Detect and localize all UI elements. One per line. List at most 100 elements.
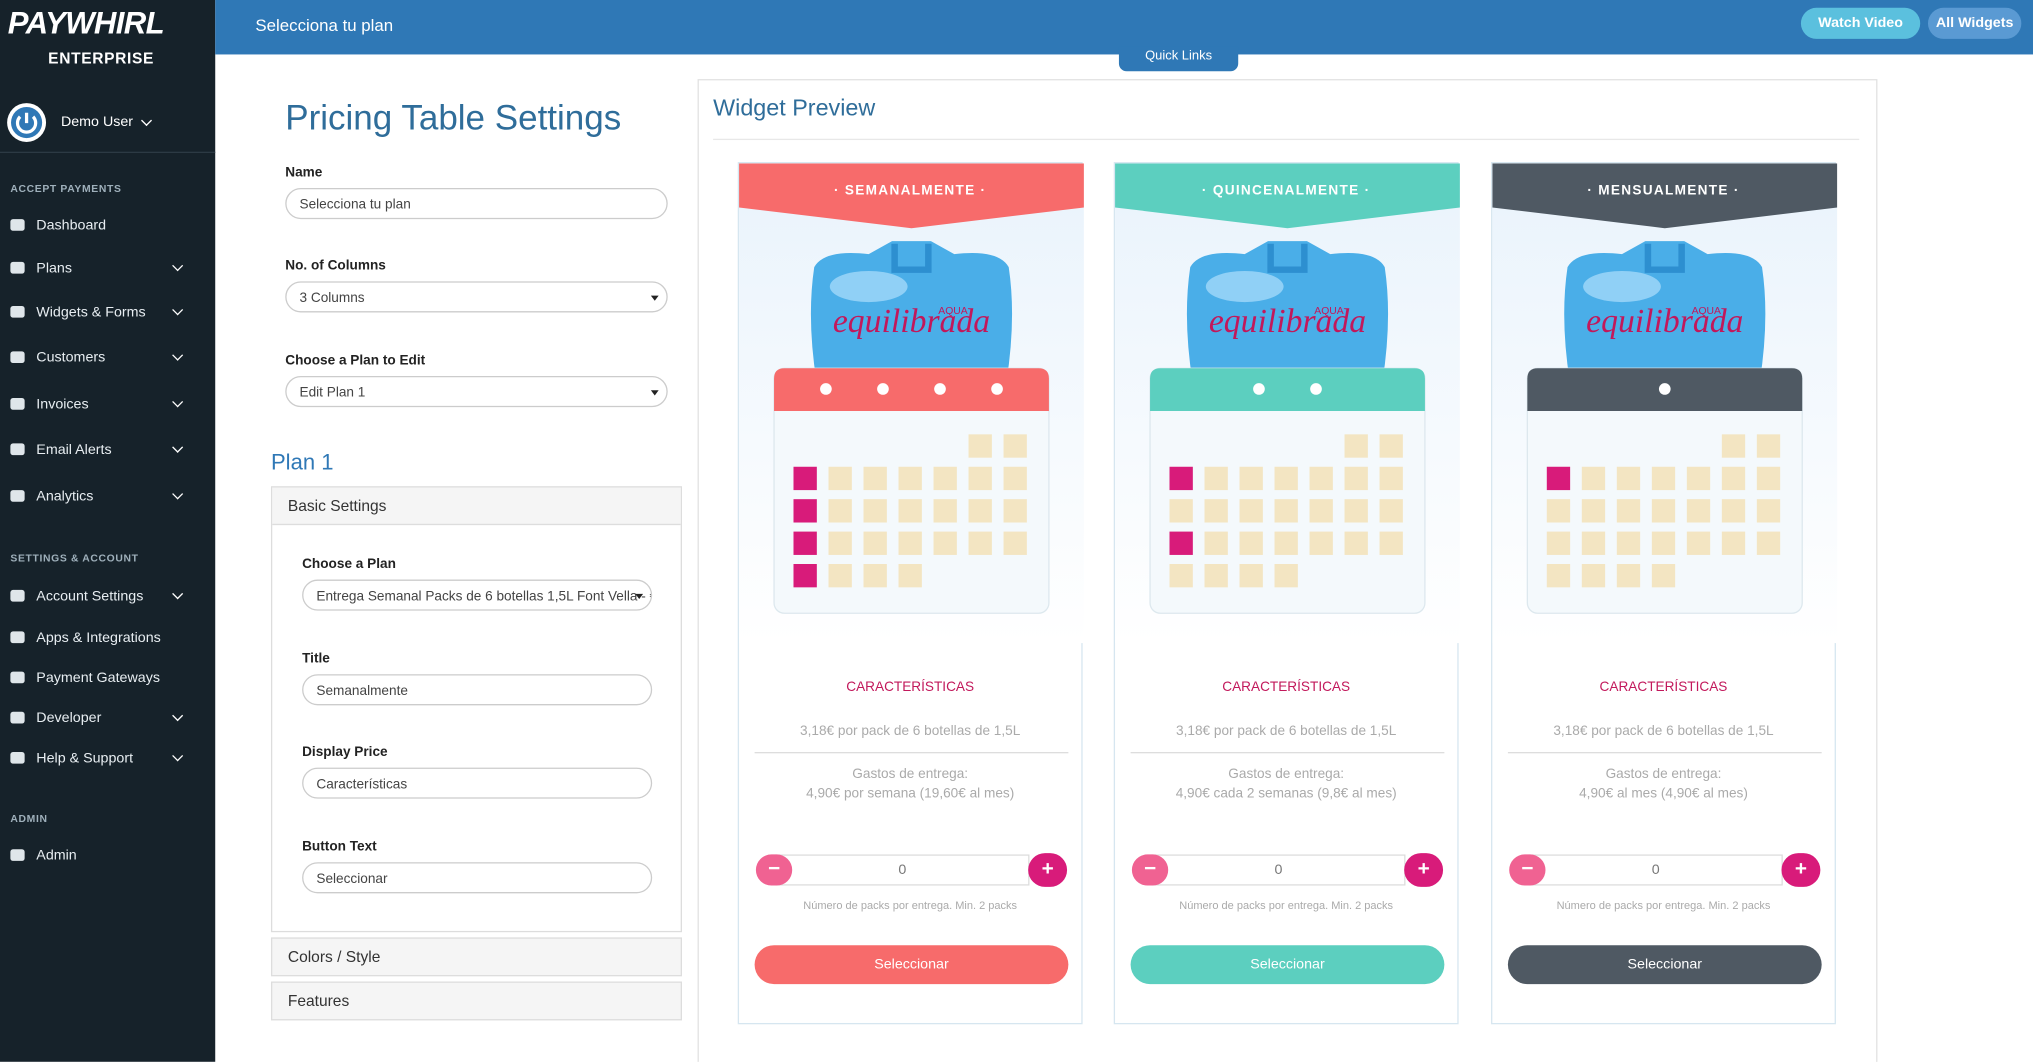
- calendar-day: [1721, 531, 1746, 555]
- chevron: [172, 349, 184, 361]
- user-name[interactable]: Demo User: [60, 114, 134, 130]
- panel-heading[interactable]: Basic Settings: [272, 487, 681, 526]
- field-label: Display Price: [302, 744, 388, 760]
- features: CARACTERÍSTICAS: [846, 679, 975, 695]
- chevron: [172, 260, 184, 272]
- calendar-day: [1651, 499, 1676, 523]
- calendar-day: [1379, 466, 1403, 491]
- note: Número de packs por entrega. Min. 2 pack…: [1179, 898, 1394, 912]
- plan-header: · SEMANALMENTE ·: [834, 182, 987, 199]
- nav-item[interactable]: Apps & Integrations: [10, 630, 161, 646]
- watch-video[interactable]: Watch Video: [1800, 7, 1921, 39]
- field-input[interactable]: Edit Plan 1: [285, 376, 668, 408]
- qty-input[interactable]: 0: [1528, 854, 1783, 886]
- page-title: Selecciona tu plan: [255, 15, 394, 36]
- brand-sub: AQUA: [1692, 306, 1721, 317]
- nav-section: ACCEPT PAYMENTS: [10, 182, 122, 195]
- calendar-day: [1756, 499, 1781, 523]
- calendar-day: [1616, 466, 1641, 491]
- nav-label: Help & Support: [36, 750, 134, 767]
- calendar-day: [828, 564, 852, 588]
- brand-sub: AQUA: [938, 306, 967, 317]
- nav-item[interactable]: Plans: [10, 260, 72, 277]
- plan-card: equilibrada AQUA · QUINCENALMENTE · CARAC…: [1113, 162, 1460, 1025]
- field-input[interactable]: Características: [302, 767, 653, 799]
- select-button[interactable]: Seleccionar: [1507, 945, 1822, 985]
- quick-links[interactable]: Quick Links: [1118, 46, 1239, 72]
- chevron: [172, 396, 184, 408]
- preview-box: [697, 79, 1878, 1062]
- divider: [754, 752, 1069, 754]
- nav-item[interactable]: Payment Gateways: [10, 670, 160, 686]
- calendar-day: [1581, 466, 1606, 491]
- chevron: [172, 441, 184, 453]
- calendar-day: [1616, 499, 1641, 523]
- nav-item[interactable]: Email Alerts: [10, 442, 112, 458]
- select-button[interactable]: Seleccionar: [1130, 945, 1445, 985]
- calendar-day: [1379, 531, 1403, 555]
- field-label: No. of Columns: [285, 258, 386, 274]
- calendar-day: [933, 499, 957, 523]
- brand-sub: AQUA: [1314, 306, 1343, 317]
- delivery: 4,90€ al mes (4,90€ al mes): [1579, 785, 1748, 802]
- calendar-day: [1344, 531, 1368, 555]
- qty-input[interactable]: 0: [775, 854, 1030, 886]
- all-widgets[interactable]: All Widgets: [1927, 7, 2022, 39]
- delivery: 4,90€ por semana (19,60€ al mes): [806, 785, 1015, 802]
- nav-label: Analytics: [36, 488, 94, 505]
- calendar-day: [793, 531, 817, 555]
- nav-item[interactable]: Developer: [10, 711, 101, 726]
- collapsed-panel[interactable]: Features: [270, 981, 682, 1021]
- select-button[interactable]: Seleccionar: [754, 945, 1069, 985]
- note: Número de packs por entrega. Min. 2 pack…: [1556, 898, 1771, 912]
- field-input[interactable]: Selecciona tu plan: [285, 188, 668, 220]
- collapsed-panel[interactable]: Colors / Style: [270, 937, 682, 977]
- field-input[interactable]: 3 Columns: [285, 281, 668, 313]
- nav-section: SETTINGS & ACCOUNT: [10, 552, 139, 565]
- field-input[interactable]: Seleccionar: [302, 862, 653, 894]
- calendar-day: [933, 531, 957, 555]
- calendar-day: [1309, 499, 1333, 523]
- plan-illustration: equilibrada AQUA: [1115, 163, 1460, 644]
- calendar-day: [1274, 531, 1298, 555]
- nav-item[interactable]: Widgets & Forms: [10, 304, 146, 321]
- brand: equilibrada: [1209, 303, 1366, 340]
- minus: −: [1131, 854, 1169, 886]
- calendar-day: [1546, 531, 1571, 555]
- basic-panel: Basic Settings: [270, 486, 682, 933]
- calendar-day: [1274, 466, 1298, 491]
- calendar-day: [1721, 434, 1746, 458]
- calendar-day: [1204, 466, 1228, 491]
- plan-card: equilibrada AQUA · MENSUALMENTE · CARACTE…: [1491, 162, 1838, 1025]
- calendar-day: [1581, 499, 1606, 523]
- field-label: Button Text: [302, 838, 377, 855]
- calendar-day: [863, 499, 887, 523]
- calendar-day: [1546, 499, 1571, 523]
- delivery: 4,90€ cada 2 semanas (9,8€ al mes): [1175, 785, 1397, 802]
- calendar-day: [1756, 466, 1781, 491]
- nav-label: Account Settings: [36, 588, 144, 605]
- field-input[interactable]: Entrega Semanal Packs de 6 botellas 1,5L…: [302, 579, 653, 611]
- plan-header: · QUINCENALMENTE ·: [1201, 182, 1371, 199]
- divider: [1507, 752, 1822, 754]
- nav-label: Widgets & Forms: [36, 304, 146, 321]
- nav-label: Apps & Integrations: [36, 630, 161, 646]
- field-input[interactable]: Semanalmente: [302, 674, 653, 706]
- settings-title: Pricing Table Settings: [285, 98, 622, 138]
- nav-label: Plans: [36, 260, 72, 277]
- plus: +: [1781, 853, 1821, 887]
- nav-item[interactable]: Analytics: [10, 488, 94, 505]
- nav-item[interactable]: Dashboard: [10, 218, 106, 233]
- minus: −: [1509, 854, 1546, 886]
- calendar-day: [898, 499, 922, 523]
- calendar-day: [828, 466, 852, 491]
- nav-item[interactable]: Customers: [10, 350, 105, 366]
- nav-item[interactable]: Help & Support: [10, 750, 134, 767]
- nav-item[interactable]: Invoices: [10, 397, 89, 412]
- qty-input[interactable]: 0: [1151, 854, 1406, 886]
- calendar-day: [863, 531, 887, 555]
- minus: −: [755, 854, 793, 886]
- nav-item[interactable]: Account Settings: [10, 588, 144, 605]
- nav-item[interactable]: Admin: [10, 848, 77, 864]
